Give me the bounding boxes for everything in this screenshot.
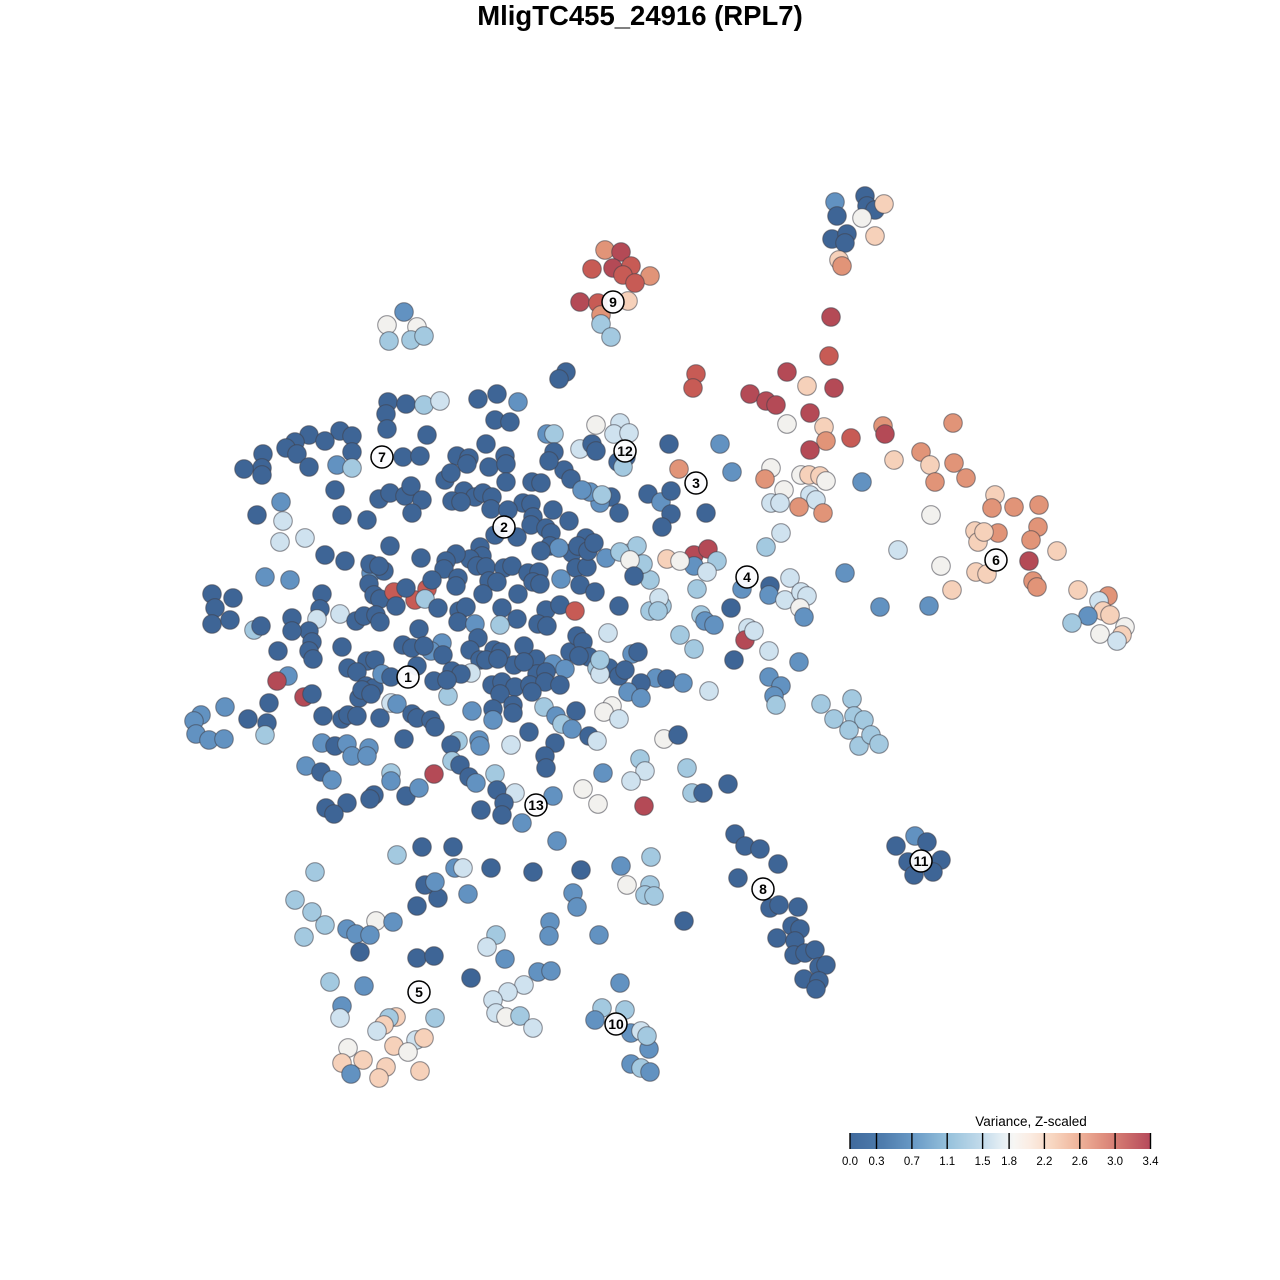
svg-text:1: 1 [404, 669, 412, 685]
svg-text:1.8: 1.8 [1001, 1156, 1017, 1168]
svg-text:3.0: 3.0 [1107, 1156, 1123, 1168]
svg-text:4: 4 [743, 569, 751, 585]
svg-text:3.4: 3.4 [1143, 1156, 1160, 1168]
svg-text:1.1: 1.1 [939, 1156, 955, 1168]
svg-text:6: 6 [992, 552, 1000, 568]
svg-text:13: 13 [528, 797, 544, 813]
svg-text:2: 2 [500, 519, 508, 535]
svg-text:8: 8 [759, 881, 767, 897]
svg-text:7: 7 [378, 449, 386, 465]
svg-text:9: 9 [609, 294, 617, 310]
svg-text:0.7: 0.7 [904, 1156, 920, 1168]
svg-text:0.3: 0.3 [869, 1156, 885, 1168]
svg-text:MligTC455_24916 (RPL7): MligTC455_24916 (RPL7) [477, 0, 803, 31]
svg-text:Variance, Z-scaled: Variance, Z-scaled [975, 1114, 1087, 1129]
svg-text:3: 3 [692, 475, 700, 491]
svg-text:5: 5 [415, 984, 423, 1000]
svg-text:11: 11 [914, 853, 929, 869]
svg-text:2.6: 2.6 [1072, 1156, 1088, 1168]
svg-text:1.5: 1.5 [975, 1156, 991, 1168]
svg-text:0.0: 0.0 [842, 1156, 858, 1168]
svg-text:10: 10 [608, 1016, 624, 1032]
svg-text:12: 12 [617, 443, 633, 459]
svg-text:2.2: 2.2 [1036, 1156, 1052, 1168]
